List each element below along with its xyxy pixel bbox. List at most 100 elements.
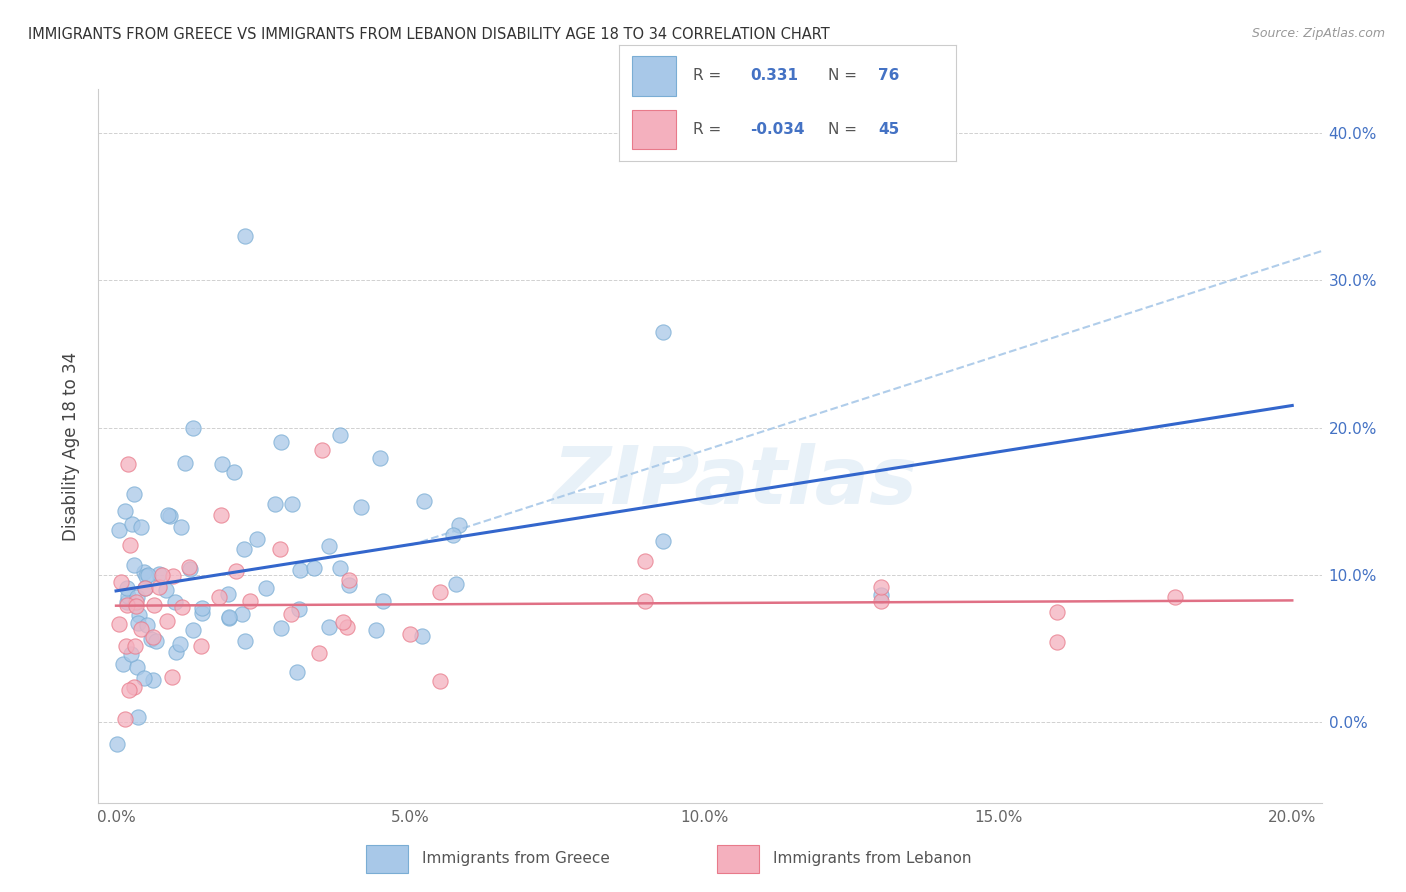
Point — [869, 594, 891, 608]
Text: Source: ZipAtlas.com: Source: ZipAtlas.com — [1251, 27, 1385, 40]
Point — [231, 607, 253, 621]
Point — [1046, 635, 1069, 649]
Point — [124, 595, 146, 609]
Point — [652, 325, 675, 339]
Text: Immigrants from Greece: Immigrants from Greece — [422, 851, 610, 866]
Text: R =: R = — [693, 121, 721, 136]
Point — [235, 229, 257, 244]
Point — [125, 599, 148, 613]
Point — [290, 562, 312, 576]
Point — [129, 622, 152, 636]
Point — [263, 497, 285, 511]
Point — [332, 615, 354, 629]
Point — [105, 737, 128, 751]
Point — [169, 637, 191, 651]
Point — [318, 619, 340, 633]
Point — [441, 528, 464, 542]
Point — [134, 565, 156, 579]
Point — [150, 567, 173, 582]
Point — [127, 710, 149, 724]
Point — [181, 420, 204, 434]
Point — [191, 600, 214, 615]
Point — [311, 442, 333, 457]
Text: Immigrants from Lebanon: Immigrants from Lebanon — [773, 851, 972, 866]
Point — [270, 621, 292, 635]
Text: IMMIGRANTS FROM GREECE VS IMMIGRANTS FROM LEBANON DISABILITY AGE 18 TO 34 CORREL: IMMIGRANTS FROM GREECE VS IMMIGRANTS FRO… — [28, 27, 830, 42]
Text: 76: 76 — [879, 69, 900, 84]
Point — [411, 629, 433, 643]
Point — [652, 533, 675, 548]
Point — [211, 458, 233, 472]
Point — [225, 564, 247, 578]
Point — [336, 620, 359, 634]
Point — [122, 558, 145, 573]
Point — [159, 509, 181, 524]
Point — [869, 580, 891, 594]
Point — [218, 610, 240, 624]
Point — [115, 581, 138, 595]
Point — [134, 581, 156, 595]
Point — [165, 595, 187, 609]
Point — [148, 580, 170, 594]
Point — [118, 538, 141, 552]
Point — [162, 569, 184, 583]
Point — [117, 458, 139, 472]
Point — [288, 601, 311, 615]
Text: N =: N = — [828, 69, 856, 84]
Point — [1046, 605, 1069, 619]
Point — [157, 508, 180, 522]
Text: R =: R = — [693, 69, 721, 84]
Point — [181, 623, 204, 637]
Point — [634, 554, 657, 568]
Point — [117, 595, 139, 609]
Point — [108, 524, 131, 538]
Point — [239, 594, 262, 608]
Text: -0.034: -0.034 — [751, 121, 804, 136]
Point — [318, 539, 340, 553]
Point — [111, 657, 134, 671]
Point — [155, 583, 177, 598]
Point — [328, 428, 350, 442]
Bar — [633, 56, 676, 95]
Point — [302, 561, 325, 575]
Point — [190, 606, 212, 620]
Point — [364, 624, 387, 638]
Point — [209, 508, 232, 523]
Point — [285, 665, 308, 679]
Point — [128, 607, 150, 622]
Point — [124, 640, 146, 654]
Point — [218, 609, 240, 624]
Point — [337, 573, 360, 587]
Point — [179, 562, 201, 576]
Point — [156, 614, 179, 628]
Point — [135, 618, 157, 632]
Point — [143, 598, 166, 612]
Point — [217, 586, 239, 600]
Point — [373, 594, 395, 608]
Point — [235, 634, 257, 648]
Point — [122, 487, 145, 501]
Point — [114, 503, 136, 517]
Y-axis label: Disability Age 18 to 34: Disability Age 18 to 34 — [62, 351, 80, 541]
Bar — [633, 110, 676, 149]
Point — [122, 680, 145, 694]
Point — [139, 632, 162, 646]
Point — [399, 627, 422, 641]
Point — [165, 645, 187, 659]
Point — [308, 646, 330, 660]
Point — [174, 456, 197, 470]
Point — [134, 581, 156, 595]
Point — [121, 516, 143, 531]
Point — [134, 671, 156, 685]
Point — [413, 493, 436, 508]
Point — [162, 670, 184, 684]
Point — [444, 577, 467, 591]
Point — [127, 615, 149, 630]
Point — [110, 575, 132, 590]
Point — [136, 568, 159, 582]
Point — [368, 450, 391, 465]
Point — [208, 590, 231, 604]
Point — [117, 589, 139, 603]
Text: 45: 45 — [879, 121, 900, 136]
Point — [270, 435, 292, 450]
